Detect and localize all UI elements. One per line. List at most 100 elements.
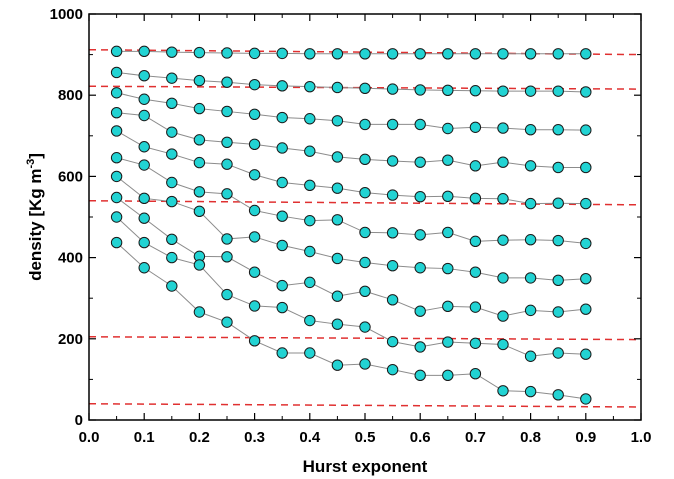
data-point — [414, 341, 426, 353]
series-5 — [110, 125, 592, 210]
data-point — [166, 251, 178, 264]
series-7-line — [116, 176, 586, 281]
data-point — [248, 47, 261, 60]
data-point — [442, 190, 454, 202]
data-point — [552, 197, 564, 209]
data-point — [304, 48, 316, 60]
data-point — [110, 45, 123, 58]
data-point — [359, 48, 371, 60]
y-tick-label: 200 — [58, 331, 83, 348]
x-tick-label: 0.1 — [134, 429, 155, 446]
series-10-line — [116, 242, 586, 400]
data-point — [248, 300, 261, 312]
data-point — [193, 259, 206, 271]
data-point — [414, 262, 426, 274]
data-point — [110, 152, 123, 164]
data-point — [304, 276, 316, 289]
data-point — [221, 136, 233, 148]
data-point — [469, 235, 482, 248]
data-point — [221, 47, 233, 59]
data-point — [138, 45, 150, 58]
data-point — [110, 211, 123, 223]
data-point — [304, 214, 316, 227]
data-point — [580, 197, 592, 210]
data-point — [276, 210, 288, 222]
data-point — [386, 294, 399, 306]
x-tick-label: 0.8 — [520, 429, 541, 446]
data-point — [442, 122, 454, 135]
data-point — [442, 300, 454, 313]
data-point — [276, 80, 288, 92]
data-point — [276, 47, 288, 60]
data-point — [469, 301, 482, 313]
data-point — [442, 369, 454, 382]
data-point — [442, 84, 454, 97]
data-point — [110, 87, 123, 99]
data-point — [331, 48, 344, 60]
data-point — [469, 368, 482, 380]
data-point — [166, 46, 178, 58]
data-point — [497, 156, 509, 168]
data-point — [497, 338, 509, 351]
data-point — [414, 229, 426, 241]
series-1-line — [116, 50, 586, 55]
series-5-line — [116, 130, 586, 205]
data-point — [386, 48, 399, 60]
data-point — [552, 48, 564, 60]
data-point — [524, 197, 537, 210]
data-point — [414, 84, 426, 96]
data-point — [166, 97, 178, 110]
data-point — [304, 145, 316, 157]
data-point — [580, 303, 592, 315]
data-point — [469, 85, 482, 97]
data-point — [304, 347, 316, 359]
data-point — [359, 186, 371, 199]
data-point — [331, 182, 344, 194]
series-8-line — [116, 197, 586, 317]
data-point — [276, 279, 288, 292]
data-point — [359, 321, 371, 333]
data-point — [331, 115, 344, 127]
y-tick-label: 600 — [58, 168, 83, 185]
data-point — [331, 81, 344, 94]
data-point — [138, 212, 150, 224]
reference-line-4 — [88, 336, 642, 341]
data-point — [580, 393, 592, 405]
data-point — [248, 266, 261, 278]
data-point — [552, 161, 564, 174]
axis-ticks — [88, 13, 642, 421]
data-point — [442, 226, 454, 239]
series-9 — [110, 211, 592, 362]
data-point — [497, 272, 509, 284]
data-point — [276, 176, 288, 189]
data-point — [248, 78, 261, 91]
data-point — [552, 274, 564, 287]
series-9-line — [116, 216, 586, 357]
data-point — [414, 191, 426, 203]
data-point — [304, 245, 316, 258]
y-tick-label: 0 — [75, 412, 83, 429]
data-point — [193, 186, 206, 198]
data-point — [276, 301, 288, 314]
data-point — [469, 266, 482, 278]
data-point — [221, 105, 233, 118]
data-point — [552, 389, 564, 401]
data-point — [138, 192, 150, 205]
data-point — [221, 251, 233, 263]
x-tick-label: 0.7 — [465, 429, 486, 446]
data-point — [497, 385, 509, 397]
x-tick-label: 0.0 — [79, 429, 100, 446]
x-axis-title: Hurst exponent — [303, 457, 428, 476]
data-point — [469, 192, 482, 205]
data-point — [166, 176, 178, 189]
data-point — [248, 169, 261, 181]
data-point — [580, 124, 592, 136]
data-point — [469, 160, 482, 172]
data-point — [248, 138, 261, 151]
data-point — [497, 310, 509, 322]
data-point — [359, 285, 371, 297]
data-point — [331, 359, 344, 371]
data-point — [580, 348, 592, 360]
data-point — [497, 85, 509, 97]
